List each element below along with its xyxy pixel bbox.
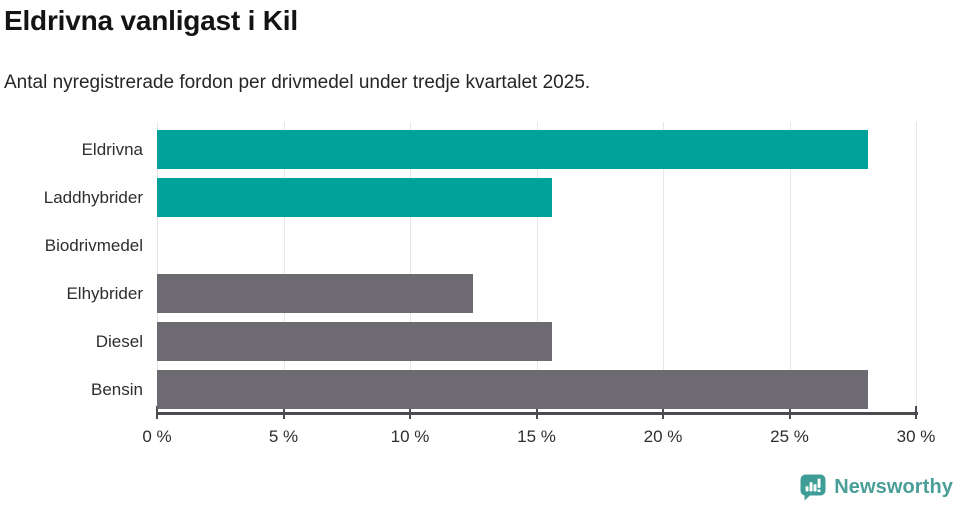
- plot-area: 0 % 5 % 10 % 15 % 20 % 25 % 30 %: [142, 122, 935, 467]
- bar-bensin: [157, 370, 868, 409]
- bar-chart-speech-bubble-icon: [800, 474, 826, 501]
- category-label: Bensin: [91, 379, 143, 399]
- branding-wordmark: Newsworthy: [834, 475, 953, 498]
- x-axis-line: [157, 412, 918, 415]
- x-axis-tick: [915, 406, 917, 419]
- gridline: [536, 122, 538, 412]
- category-label: Elhybrider: [66, 283, 143, 303]
- x-axis-tick-label: 25 %: [770, 427, 809, 446]
- x-axis-tick-label: 20 %: [643, 427, 683, 446]
- x-axis-tick: [662, 406, 664, 419]
- x-axis-tick: [156, 406, 158, 419]
- bar-laddhybrider: [157, 178, 552, 217]
- x-axis-tick-label: 15 %: [517, 427, 556, 446]
- chart-subtitle: Antal nyregistrerade fordon per drivmede…: [4, 72, 591, 93]
- bar-elhybrider: [157, 274, 474, 313]
- branding-footer: Newsworthy: [799, 472, 953, 502]
- gridline: [789, 122, 791, 412]
- bar-diesel: [157, 322, 552, 361]
- category-label: Laddhybrider: [43, 187, 143, 207]
- bar-eldrivna: [157, 130, 868, 169]
- gridline: [283, 122, 285, 412]
- bar-chart: Eldrivna Laddhybrider Biodrivmedel Elhybrid…: [0, 122, 960, 467]
- x-axis-tick: [282, 406, 285, 419]
- category-label: Diesel: [95, 331, 143, 351]
- gridline: [916, 122, 917, 412]
- x-axis-tick: [788, 406, 791, 419]
- chart-title: Eldrivna vanligast i Kil: [4, 5, 298, 36]
- gridline: [663, 122, 664, 412]
- category-label: Biodrivmedel: [44, 235, 143, 255]
- category-axis: Eldrivna Laddhybrider Biodrivmedel Elhybrid…: [0, 122, 143, 422]
- x-axis-tick: [409, 406, 411, 419]
- x-axis-tick-label: 10 %: [390, 427, 430, 446]
- x-axis-tick-label: 30 %: [896, 427, 936, 446]
- x-axis-tick-label: 0 %: [142, 427, 172, 446]
- category-label: Eldrivna: [81, 139, 143, 159]
- gridline: [157, 122, 158, 412]
- gridline: [410, 122, 411, 412]
- x-axis-tick-label: 5 %: [268, 427, 299, 446]
- x-axis-tick: [535, 406, 538, 419]
